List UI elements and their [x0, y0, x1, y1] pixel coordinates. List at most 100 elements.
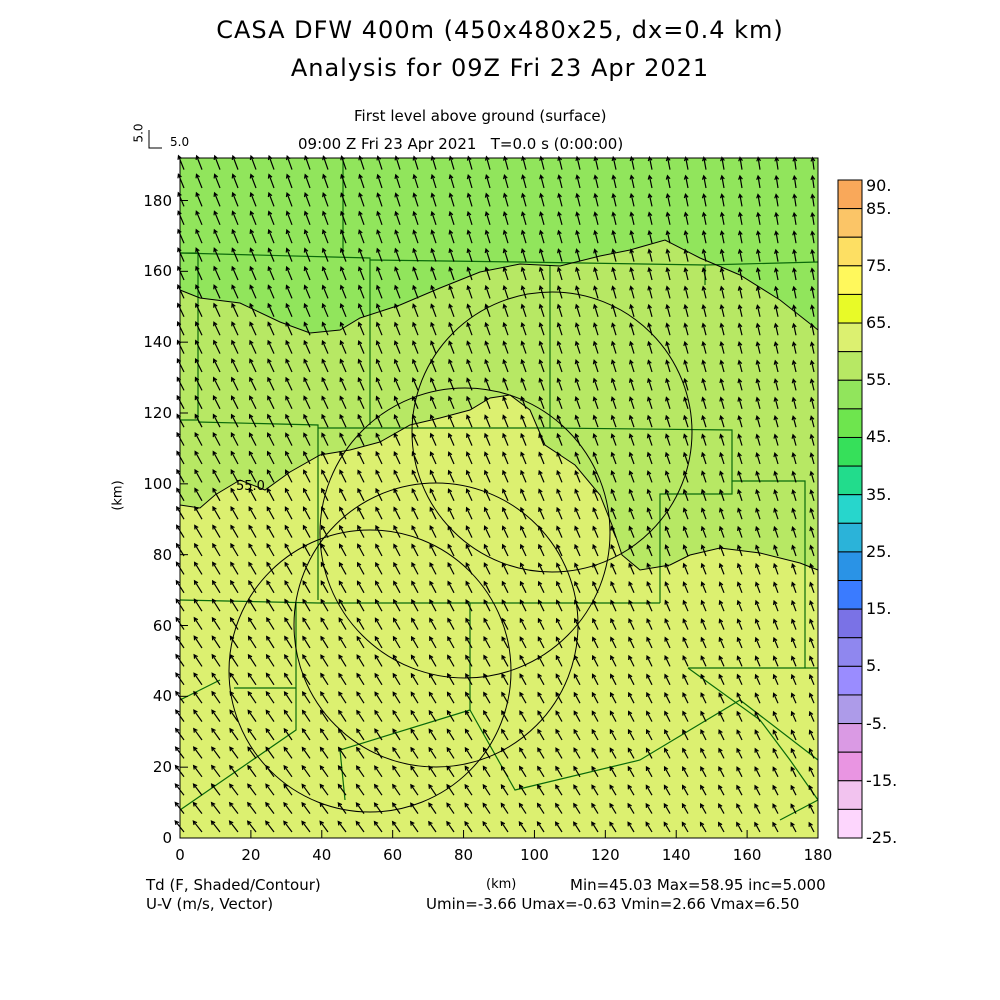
wind-arrow: [356, 728, 365, 741]
wind-arrow: [193, 561, 203, 575]
colorbar-swatch: [837, 236, 863, 267]
wind-arrow: [483, 617, 491, 630]
wind-arrow: [646, 636, 653, 649]
wind-arrow: [319, 820, 329, 833]
wind-arrow: [737, 267, 743, 281]
wind-arrow: [285, 284, 293, 299]
wind-arrow: [321, 210, 329, 226]
wind-arrow: [683, 174, 689, 189]
wind-arrow: [375, 358, 383, 373]
radar-range-ring: [228, 529, 512, 813]
wind-arrow: [265, 746, 275, 759]
wind-arrow: [464, 783, 473, 796]
wind-arrow: [247, 653, 257, 667]
wind-arrow: [647, 211, 653, 225]
wind-arrow: [755, 285, 761, 299]
wind-arrow: [448, 284, 455, 299]
wind-arrow: [246, 820, 257, 833]
wind-arrow: [809, 507, 815, 520]
wind-arrow: [700, 692, 707, 704]
wind-arrow: [265, 764, 275, 778]
wind-arrow: [392, 728, 401, 741]
wind-arrow: [230, 395, 239, 410]
wind-arrow: [392, 709, 401, 722]
wind-arrow: [701, 303, 707, 317]
plot-frame: [179, 157, 819, 839]
county-line: [687, 667, 819, 801]
wind-arrow: [393, 321, 401, 336]
wind-arrow: [412, 173, 419, 189]
county-line: [179, 603, 297, 811]
wind-arrow: [593, 211, 599, 225]
wind-arrow: [301, 709, 311, 722]
wind-arrow: [736, 599, 743, 612]
wind-arrow: [301, 746, 311, 759]
wind-arrow: [556, 414, 563, 428]
wind-arrow: [591, 765, 599, 778]
wind-arrow: [536, 802, 545, 814]
wind-arrow: [393, 598, 401, 612]
wind-arrow: [430, 192, 437, 207]
wind-arrow: [610, 433, 617, 446]
wind-arrow: [573, 728, 581, 741]
wind-arrow: [610, 580, 617, 594]
wind-arrow: [355, 783, 365, 796]
wind-arrow: [339, 450, 347, 465]
wind-arrow: [683, 156, 689, 170]
wind-arrow: [502, 192, 509, 207]
wind-arrow: [610, 451, 617, 465]
wind-arrow: [665, 266, 671, 281]
wind-arrow: [302, 598, 311, 612]
wind-arrow: [248, 598, 257, 612]
wind-arrow: [466, 192, 473, 207]
wind-arrow: [249, 339, 257, 354]
wind-arrow: [339, 432, 347, 446]
wind-arrow: [375, 524, 383, 538]
wind-arrow: [628, 617, 635, 630]
wind-arrow: [538, 525, 545, 538]
wind-arrow: [591, 673, 599, 686]
wind-arrow: [502, 469, 509, 483]
x-tick-label: 180: [803, 846, 833, 864]
wind-arrow: [483, 488, 491, 502]
wind-arrow: [682, 581, 689, 594]
wind-arrow: [411, 432, 419, 446]
wind-arrow: [520, 340, 527, 354]
wind-arrow: [284, 524, 293, 538]
wind-arrow: [484, 395, 491, 410]
wind-arrow: [464, 746, 473, 759]
wind-arrow: [755, 525, 761, 538]
wind-arrow: [192, 820, 203, 833]
colorbar-label: -15.: [866, 770, 898, 790]
wind-arrow: [483, 599, 491, 612]
wind-arrow: [737, 341, 743, 354]
county-line: [549, 427, 733, 603]
wind-arrow: [664, 599, 671, 612]
wind-arrow: [736, 784, 743, 796]
wind-arrow: [773, 415, 779, 428]
wind-arrow: [808, 692, 815, 704]
colorbar-swatch: [837, 465, 863, 496]
wind-arrow: [230, 450, 239, 465]
wind-arrow: [392, 672, 401, 686]
wind-arrow: [301, 820, 311, 833]
wind-arrow: [283, 727, 293, 741]
y-tick-label: 80: [152, 545, 172, 564]
wind-arrow: [466, 377, 473, 391]
wind-arrow: [446, 709, 455, 722]
wind-arrow: [646, 581, 653, 594]
wind-arrow: [392, 765, 401, 778]
wind-arrow: [646, 710, 653, 722]
wind-arrow: [283, 820, 293, 833]
wind-arrow: [681, 821, 689, 833]
wind-arrow: [212, 505, 221, 520]
wind-arrow: [502, 321, 509, 336]
wind-arrow: [557, 174, 563, 189]
wind-arrow: [664, 747, 671, 759]
colorbar-swatch: [837, 608, 863, 639]
wind-arrow: [754, 747, 761, 759]
wind-arrow: [665, 229, 671, 244]
y-tick-label: 0: [162, 829, 172, 847]
wind-arrow: [555, 784, 563, 796]
wind-arrow: [376, 229, 383, 244]
